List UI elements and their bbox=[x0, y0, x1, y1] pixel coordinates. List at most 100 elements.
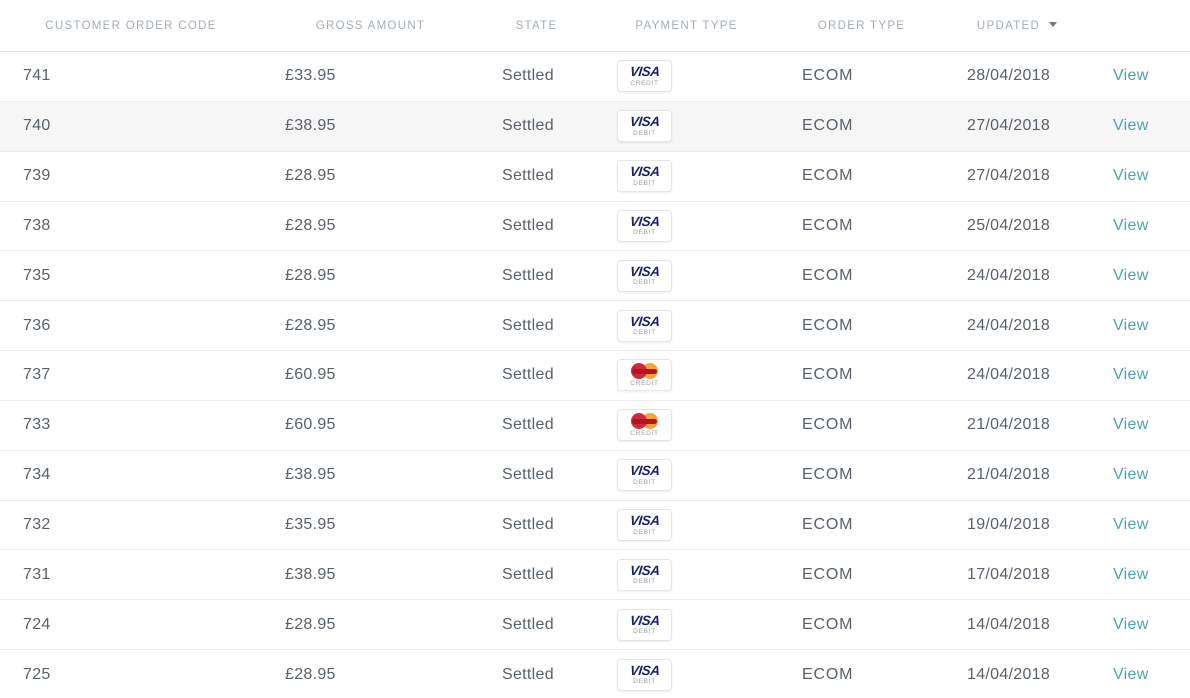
state-cell: Settled bbox=[479, 250, 594, 302]
card-funding-label: DEBIT bbox=[633, 578, 656, 586]
gross-amount-cell: £38.95 bbox=[262, 101, 479, 152]
order-type-cell: ECOM bbox=[779, 549, 944, 601]
card-badge: VISA DEBIT bbox=[617, 259, 672, 292]
card-badge: VISA DEBIT bbox=[617, 509, 672, 542]
view-link[interactable]: View bbox=[1113, 266, 1149, 284]
gross-amount-cell: £38.95 bbox=[262, 549, 479, 601]
col-header-payment-type[interactable]: PAYMENT TYPE bbox=[594, 0, 779, 52]
customer-order-code-cell: 731 bbox=[0, 549, 262, 601]
view-link[interactable]: View bbox=[1113, 665, 1149, 683]
state-cell: Settled bbox=[479, 450, 594, 501]
actions-cell: View bbox=[1090, 250, 1190, 302]
updated-cell: 14/04/2018 bbox=[944, 649, 1090, 698]
state-cell: Settled bbox=[479, 599, 594, 651]
view-link[interactable]: View bbox=[1113, 216, 1149, 234]
customer-order-code-cell: 736 bbox=[0, 300, 262, 352]
order-row: 725 £28.95 Settled VISA DEBIT ECOM 14/04… bbox=[0, 649, 1190, 698]
col-header-updated-label: UPDATED bbox=[976, 19, 1041, 32]
col-header-customer-order-code[interactable]: CUSTOMER ORDER CODE bbox=[0, 0, 262, 52]
order-row: 724 £28.95 Settled VISA DEBIT ECOM 14/04… bbox=[0, 599, 1190, 651]
gross-amount-cell: £60.95 bbox=[262, 350, 479, 401]
order-row: 737 £60.95 Settled CREDIT ECOM 24/04/201… bbox=[0, 350, 1190, 401]
customer-order-code-cell: 738 bbox=[0, 201, 262, 252]
order-type-cell: ECOM bbox=[779, 201, 944, 252]
payment-type-cell: VISA DEBIT bbox=[594, 500, 779, 551]
card-funding-label: CREDIT bbox=[630, 380, 659, 388]
visa-logo-icon: VISA bbox=[628, 313, 661, 329]
col-header-state[interactable]: STATE bbox=[479, 0, 594, 52]
state-cell: Settled bbox=[479, 350, 594, 401]
gross-amount-cell: £28.95 bbox=[262, 599, 479, 651]
card-funding-label: DEBIT bbox=[633, 129, 656, 137]
view-link[interactable]: View bbox=[1113, 565, 1149, 583]
view-link[interactable]: View bbox=[1113, 366, 1149, 384]
gross-amount-cell: £28.95 bbox=[262, 649, 479, 698]
actions-cell: View bbox=[1090, 599, 1190, 651]
view-link[interactable]: View bbox=[1113, 167, 1149, 185]
order-type-cell: ECOM bbox=[779, 400, 944, 451]
customer-order-code-cell: 741 bbox=[0, 51, 262, 102]
order-type-cell: ECOM bbox=[779, 500, 944, 551]
updated-cell: 28/04/2018 bbox=[944, 51, 1090, 102]
order-type-cell: ECOM bbox=[779, 599, 944, 651]
gross-amount-cell: £35.95 bbox=[262, 500, 479, 551]
customer-order-code-cell: 733 bbox=[0, 400, 262, 451]
card-badge: VISA DEBIT bbox=[617, 558, 672, 591]
view-link[interactable]: View bbox=[1113, 466, 1149, 484]
order-row: 732 £35.95 Settled VISA DEBIT ECOM 19/04… bbox=[0, 500, 1190, 551]
updated-cell: 27/04/2018 bbox=[944, 101, 1090, 152]
col-header-gross-amount[interactable]: GROSS AMOUNT bbox=[262, 0, 479, 52]
col-header-order-type[interactable]: ORDER TYPE bbox=[779, 0, 944, 52]
order-type-cell: ECOM bbox=[779, 51, 944, 102]
state-cell: Settled bbox=[479, 51, 594, 102]
gross-amount-cell: £38.95 bbox=[262, 450, 479, 501]
updated-cell: 14/04/2018 bbox=[944, 599, 1090, 651]
updated-cell: 24/04/2018 bbox=[944, 250, 1090, 302]
customer-order-code-cell: 737 bbox=[0, 350, 262, 401]
payment-type-cell: VISA DEBIT bbox=[594, 101, 779, 152]
state-cell: Settled bbox=[479, 101, 594, 152]
actions-cell: View bbox=[1090, 101, 1190, 152]
card-badge: VISA DEBIT bbox=[617, 309, 672, 342]
updated-cell: 24/04/2018 bbox=[944, 300, 1090, 352]
view-link[interactable]: View bbox=[1113, 516, 1149, 534]
payment-type-cell: VISA DEBIT bbox=[594, 450, 779, 501]
view-link[interactable]: View bbox=[1113, 316, 1149, 334]
customer-order-code-cell: 732 bbox=[0, 500, 262, 551]
visa-logo-icon: VISA bbox=[628, 463, 661, 479]
gross-amount-cell: £28.95 bbox=[262, 250, 479, 302]
customer-order-code-cell: 740 bbox=[0, 101, 262, 152]
order-row: 733 £60.95 Settled CREDIT ECOM 21/04/201… bbox=[0, 400, 1190, 451]
view-link[interactable]: View bbox=[1113, 615, 1149, 633]
card-funding-label: DEBIT bbox=[633, 179, 656, 187]
card-badge: VISA DEBIT bbox=[617, 110, 672, 143]
state-cell: Settled bbox=[479, 549, 594, 601]
visa-logo-icon: VISA bbox=[628, 64, 661, 80]
visa-logo-icon: VISA bbox=[628, 612, 661, 628]
col-header-updated[interactable]: UPDATED bbox=[944, 0, 1090, 52]
view-link[interactable]: View bbox=[1113, 117, 1149, 135]
view-link[interactable]: View bbox=[1113, 67, 1149, 85]
card-badge: VISA DEBIT bbox=[617, 658, 672, 691]
gross-amount-cell: £28.95 bbox=[262, 151, 479, 202]
payment-type-cell: VISA DEBIT bbox=[594, 250, 779, 302]
card-badge: VISA DEBIT bbox=[617, 459, 672, 492]
view-link[interactable]: View bbox=[1113, 416, 1149, 434]
payment-type-cell: VISA DEBIT bbox=[594, 300, 779, 352]
gross-amount-cell: £28.95 bbox=[262, 201, 479, 252]
card-funding-label: DEBIT bbox=[633, 279, 656, 287]
card-badge: VISA DEBIT bbox=[617, 209, 672, 242]
actions-cell: View bbox=[1090, 300, 1190, 352]
card-funding-label: DEBIT bbox=[633, 329, 656, 337]
actions-cell: View bbox=[1090, 151, 1190, 202]
updated-cell: 21/04/2018 bbox=[944, 450, 1090, 501]
customer-order-code-cell: 739 bbox=[0, 151, 262, 202]
order-row: 736 £28.95 Settled VISA DEBIT ECOM 24/04… bbox=[0, 300, 1190, 352]
payment-type-cell: VISA CREDIT bbox=[594, 51, 779, 102]
order-type-cell: ECOM bbox=[779, 101, 944, 152]
visa-logo-icon: VISA bbox=[628, 114, 661, 130]
card-funding-label: DEBIT bbox=[633, 628, 656, 636]
visa-logo-icon: VISA bbox=[628, 213, 661, 229]
order-type-cell: ECOM bbox=[779, 151, 944, 202]
updated-cell: 21/04/2018 bbox=[944, 400, 1090, 451]
